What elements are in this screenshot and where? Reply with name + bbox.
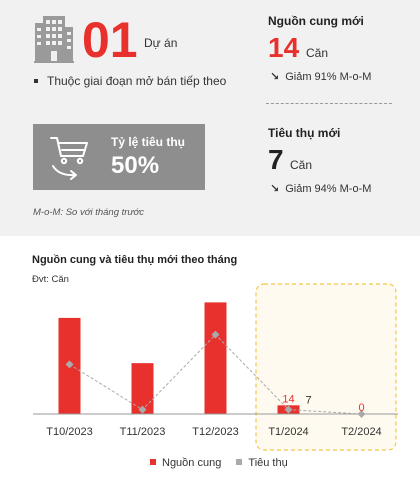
x-tick-label: T1/2024 [268,426,308,438]
sales-point-T1/2024 [284,405,293,414]
chart-legend: Nguồn cung Tiêu thụ [150,457,300,469]
new-sales-change: ↘ Giảm 94% M-o-M [270,182,371,195]
shopping-cart-icon [50,137,88,180]
absorption-rate-label: Tỷ lệ tiêu thụ [111,135,186,149]
down-right-arrow-icon: ↘ [270,71,280,83]
x-tick-label: T11/2023 [120,426,166,438]
project-note-text: Thuộc giai đoạn mở bán tiếp theo [47,74,227,88]
project-count: 01 [82,12,138,68]
sales-point-T11/2023 [138,405,147,414]
project-note: Thuộc giai đoạn mở bán tiếp theo [34,74,226,88]
sales-point-T10/2023 [65,360,74,369]
legend-label-sales: Tiêu thụ [248,457,288,469]
bar-value-label: 14 [282,393,294,405]
legend-label-supply: Nguồn cung [162,457,222,469]
x-tick-label: T2/2024 [341,426,381,438]
new-supply-value: 14 [268,32,300,63]
building-icon [34,16,74,63]
sales-point-T12/2023 [211,330,220,339]
sales-point-T2/2024 [357,410,366,418]
stat-divider [266,103,392,104]
new-sales-change-text: Giảm 94% M-o-M [285,183,372,195]
project-count-unit: Dự án [144,36,178,50]
chart-title: Nguồn cung và tiêu thụ mới theo tháng [32,254,238,266]
summary-panel: 01 Dự án Thuộc giai đoạn mở bán tiếp the… [0,0,420,236]
bar-value-label: 0 [358,402,364,414]
new-supply-unit: Căn [306,46,329,60]
absorption-rate-value: 50% [111,152,160,179]
new-supply-change: ↘ Giảm 91% M-o-M [270,70,371,83]
bar-T12/2023 [204,302,227,414]
new-sales-value: 7 [268,144,284,175]
bar-T11/2023 [131,363,154,414]
legend-item-supply: Nguồn cung [150,457,221,469]
new-sales-title: Tiêu thụ mới [268,126,341,140]
line-value-label: 7 [305,395,311,407]
x-tick-label: T12/2023 [192,426,238,438]
new-sales-unit: Căn [290,158,313,172]
chart-unit-label: Đvt: Căn [32,274,69,285]
x-tick-label: T10/2023 [46,426,92,438]
mom-footnote: M-o-M: So với tháng trước [33,207,144,218]
legend-item-sales: Tiêu thụ [236,457,288,469]
new-supply-title: Nguồn cung mới [268,14,364,28]
legend-swatch-sales [236,459,243,466]
legend-swatch-supply [150,459,156,466]
absorption-rate-box: Tỷ lệ tiêu thụ 50% [33,124,205,190]
down-right-arrow-icon: ↘ [270,183,280,195]
new-supply-change-text: Giảm 91% M-o-M [285,71,372,83]
bullet-square [34,78,38,83]
